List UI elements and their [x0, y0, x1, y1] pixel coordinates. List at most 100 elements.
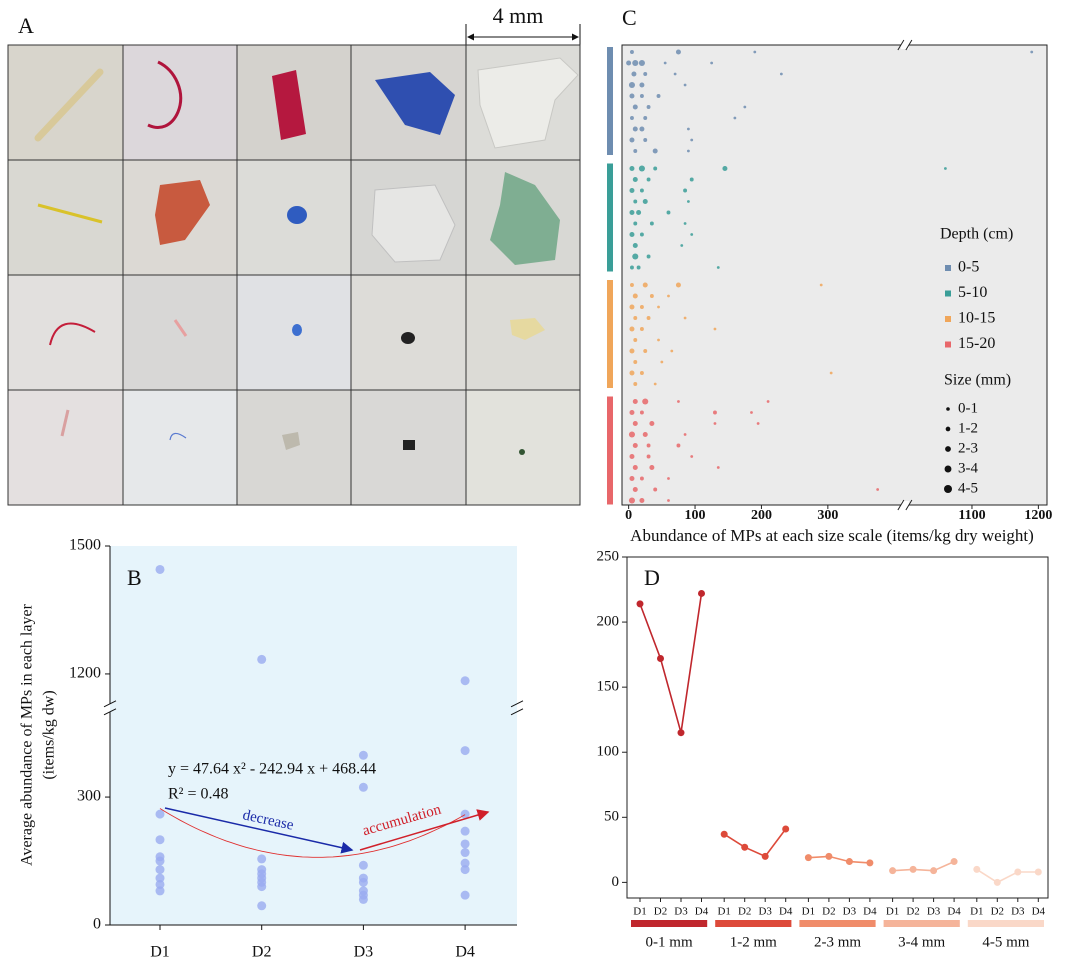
point — [825, 852, 833, 860]
bubble — [653, 487, 658, 492]
x-tick-label: D2 — [991, 906, 1004, 918]
depth-band — [607, 163, 613, 272]
point — [358, 782, 368, 792]
point — [460, 676, 470, 686]
point — [358, 894, 368, 904]
bubble — [633, 360, 638, 364]
y-tick-label: 100 — [597, 744, 620, 760]
bubble — [643, 72, 648, 76]
bubble — [683, 433, 687, 436]
bubble — [632, 487, 638, 492]
bubble — [639, 126, 645, 132]
bubble — [629, 166, 635, 171]
bubble — [639, 476, 644, 481]
bubble — [630, 116, 634, 120]
line — [976, 868, 1039, 884]
bubble — [667, 477, 670, 480]
bubble — [666, 210, 671, 215]
y-tick-label: 0 — [93, 916, 101, 933]
panel-a: A 4 mm — [7, 3, 581, 506]
bubble — [670, 349, 674, 353]
bubble — [643, 138, 648, 142]
axis-break — [510, 708, 524, 716]
bubble — [633, 338, 638, 342]
bubble — [646, 177, 651, 182]
bubble — [629, 137, 635, 143]
particle — [403, 440, 415, 450]
legend-marker — [945, 426, 951, 432]
x-tick-label: D2 — [252, 944, 272, 961]
bubble — [632, 177, 638, 182]
legend-marker — [945, 290, 951, 297]
x-tick-label: D1 — [150, 944, 170, 961]
point — [460, 848, 470, 858]
photo — [122, 389, 238, 506]
axis-break — [905, 499, 913, 511]
legend-marker — [946, 407, 950, 411]
point — [460, 890, 470, 900]
bubble — [629, 188, 635, 193]
x-tick-label: D1 — [802, 906, 815, 918]
point — [460, 826, 470, 836]
point — [657, 655, 664, 663]
bubble — [649, 465, 655, 470]
bubble — [636, 210, 642, 215]
point — [720, 830, 728, 838]
line — [723, 828, 787, 858]
bubble — [636, 265, 641, 270]
particle — [60, 409, 70, 437]
bubble — [639, 305, 644, 309]
particle — [287, 206, 307, 224]
bubble — [779, 72, 783, 76]
bubble — [683, 188, 688, 193]
point — [845, 858, 853, 866]
x-tick-label: D4 — [863, 906, 877, 918]
legend-label: 0-5 — [958, 259, 979, 276]
bubble — [675, 49, 681, 55]
point — [1014, 868, 1022, 876]
particle — [375, 72, 455, 135]
bubble — [713, 422, 717, 425]
bubble — [632, 293, 638, 299]
bubble — [657, 305, 660, 309]
legend-label: 15-20 — [958, 335, 995, 352]
point — [460, 858, 470, 868]
depth-band — [607, 280, 613, 388]
bubble — [716, 466, 720, 469]
bubble — [660, 360, 664, 364]
photo — [236, 389, 352, 506]
axis-break — [900, 41, 909, 49]
panel-label: C — [622, 5, 637, 30]
bubble — [638, 59, 645, 67]
legend-label: 3-4 — [958, 460, 978, 476]
bubble — [642, 398, 649, 405]
bubble — [733, 116, 737, 120]
bubble — [646, 316, 651, 320]
bubble — [632, 465, 638, 470]
point — [257, 882, 267, 892]
y-axis-label: Average abundance of MPs in each layer — [19, 603, 36, 865]
axis-break — [905, 39, 913, 51]
bubble — [630, 283, 634, 287]
bubble — [649, 294, 654, 298]
bubble — [653, 166, 658, 171]
y-tick-label: 200 — [597, 614, 620, 630]
bubble — [630, 265, 634, 270]
bubble — [687, 200, 690, 203]
plot-background — [621, 44, 1048, 506]
axis-break — [900, 501, 909, 509]
bubble — [667, 294, 670, 298]
legend-label: 0-1 — [958, 400, 978, 416]
bubble — [642, 199, 648, 204]
bubble — [639, 94, 644, 98]
bubble — [646, 105, 651, 109]
bubble — [631, 71, 637, 77]
axis-break — [897, 39, 905, 51]
legend-marker — [945, 446, 951, 452]
legend-marker — [944, 465, 952, 473]
x-tick-label: 300 — [817, 508, 838, 523]
x-tick-label: D4 — [455, 944, 475, 961]
bubble — [629, 476, 635, 481]
bubble — [639, 82, 645, 88]
